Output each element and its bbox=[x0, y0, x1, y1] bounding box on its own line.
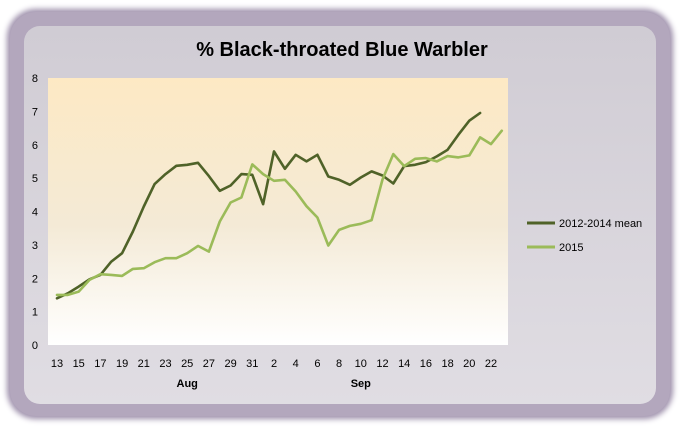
x-tick-label: 22 bbox=[485, 358, 497, 370]
x-tick-label: 19 bbox=[116, 358, 128, 370]
x-tick-label: 20 bbox=[463, 358, 475, 370]
x-tick-label: 18 bbox=[441, 358, 453, 370]
x-tick-label: 15 bbox=[73, 358, 85, 370]
x-axis: 13 15 17 19 21 23 25 27 29 31 2 4 6 8 10 12 14 16 18 20 22 Au… bbox=[51, 358, 497, 390]
x-tick-label: 25 bbox=[181, 358, 193, 370]
x-tick-label: 2 bbox=[271, 358, 277, 370]
month-label: Sep bbox=[351, 378, 371, 390]
x-tick-label: 16 bbox=[420, 358, 432, 370]
legend-label: 2012-2014 mean bbox=[559, 218, 642, 230]
x-tick-label: 17 bbox=[94, 358, 106, 370]
y-tick-label: 0 bbox=[32, 340, 38, 352]
y-tick-label: 7 bbox=[32, 106, 38, 118]
y-axis: 0 1 2 3 4 5 6 7 8 bbox=[32, 73, 38, 352]
y-tick-label: 5 bbox=[32, 173, 38, 185]
plot-area bbox=[48, 78, 508, 345]
x-tick-label: 14 bbox=[398, 358, 410, 370]
y-tick-label: 3 bbox=[32, 240, 38, 252]
y-tick-label: 8 bbox=[32, 73, 38, 85]
x-tick-label: 10 bbox=[355, 358, 367, 370]
x-tick-label: 21 bbox=[138, 358, 150, 370]
x-tick-label: 23 bbox=[159, 358, 171, 370]
series-line-1 bbox=[55, 129, 504, 297]
x-tick-label: 27 bbox=[203, 358, 215, 370]
x-tick-label: 4 bbox=[293, 358, 299, 370]
x-tick-label: 31 bbox=[246, 358, 258, 370]
x-tick-label: 8 bbox=[336, 358, 342, 370]
x-tick-label: 13 bbox=[51, 358, 63, 370]
chart-title: % Black-throated Blue Warbler bbox=[196, 39, 488, 61]
legend: 2012-2014 mean 2015 bbox=[527, 218, 642, 254]
x-tick-label: 6 bbox=[314, 358, 320, 370]
x-tick-label: 12 bbox=[376, 358, 388, 370]
series-layer bbox=[55, 111, 504, 300]
y-tick-label: 4 bbox=[32, 207, 38, 219]
x-tick-label: 29 bbox=[224, 358, 236, 370]
legend-label: 2015 bbox=[559, 242, 583, 254]
y-tick-label: 6 bbox=[32, 140, 38, 152]
y-tick-label: 1 bbox=[32, 307, 38, 319]
month-label: Aug bbox=[177, 378, 198, 390]
y-tick-label: 2 bbox=[32, 273, 38, 285]
